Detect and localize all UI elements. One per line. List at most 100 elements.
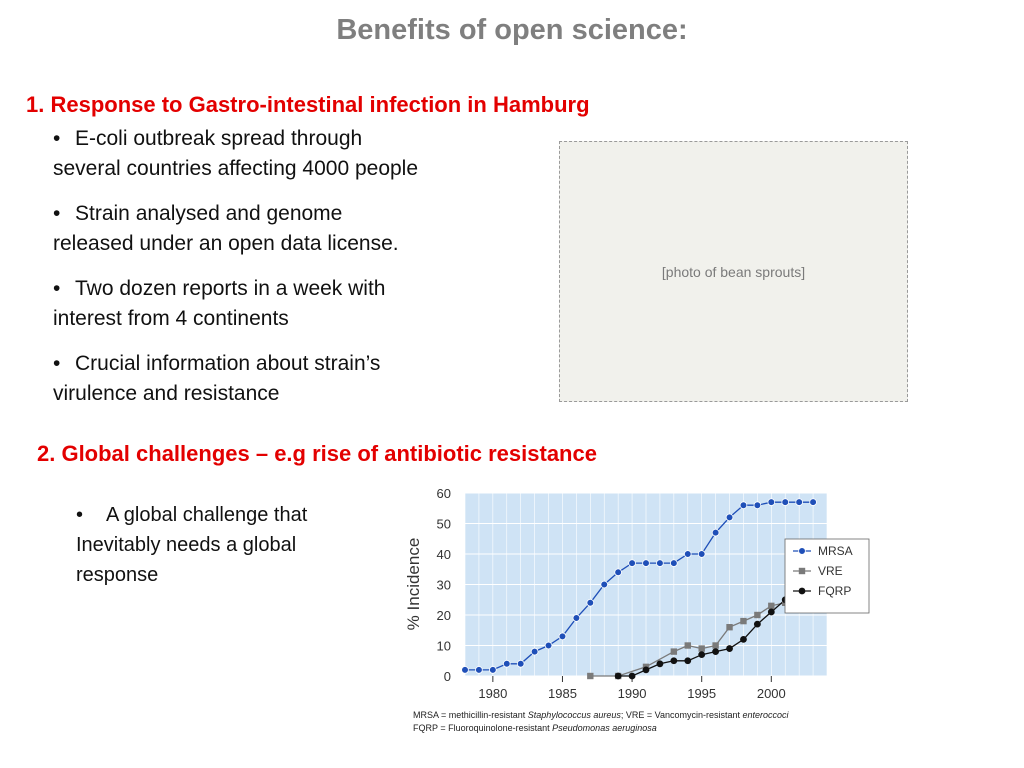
- mrsa-legend-marker: [798, 547, 806, 555]
- caption-line: MRSA = methicillin-resistant Staphylococ…: [413, 710, 790, 720]
- mrsa-data-point: [809, 498, 817, 506]
- mrsa-data-point: [697, 550, 706, 558]
- fqrp-data-point: [642, 666, 650, 674]
- x-tick-label: 1985: [548, 686, 577, 701]
- fqrp-data-point: [753, 620, 761, 628]
- fqrp-data-point: [670, 657, 678, 665]
- bullet-genome: • Strain analysed and genome released und…: [53, 199, 513, 259]
- mrsa-data-point: [461, 666, 469, 674]
- x-tick-label: 1995: [687, 686, 716, 701]
- y-tick-label: 40: [437, 547, 451, 562]
- bullet-reports-line1: Two dozen reports in a week with: [75, 277, 386, 300]
- mrsa-legend-label: MRSA: [818, 544, 853, 558]
- bullet-glyph: •: [53, 127, 61, 150]
- bullet-glyph: •: [53, 202, 61, 225]
- bullet-virulence: • Crucial information about strain’s viru…: [53, 349, 513, 409]
- mrsa-data-point: [475, 666, 483, 674]
- mrsa-data-point: [767, 498, 776, 506]
- antibiotic-resistance-chart: 0 10 20 30 40 50 60 1980 1985 1990 1995 2000 % Inc…: [404, 488, 870, 733]
- bean-sprouts-photo: [photo of bean sprouts]: [559, 141, 908, 402]
- mrsa-data-point: [753, 501, 762, 510]
- mrsa-data-point: [739, 501, 748, 510]
- mrsa-data-point: [572, 614, 581, 622]
- mrsa-data-point: [502, 660, 511, 668]
- x-tick-labels: 1980 1985 1990 1995 2000: [478, 676, 786, 701]
- caption-segment: Staphylococcus aureus: [528, 710, 622, 720]
- fqrp-data-point: [740, 636, 747, 643]
- mrsa-data-point: [795, 498, 803, 506]
- mrsa-data-point: [725, 513, 734, 522]
- x-tick-label: 1980: [478, 686, 507, 701]
- mrsa-data-point: [489, 666, 497, 674]
- bullet-virulence-line1: Crucial information about strain’s: [75, 352, 381, 375]
- caption-segment: FQRP = Fluoroquinolone-resistant: [413, 723, 552, 733]
- bullet-genome-line2: released under an open data license.: [53, 232, 399, 255]
- bullet-reports: • Two dozen reports in a week with intere…: [53, 274, 513, 334]
- mrsa-data-point: [711, 528, 720, 537]
- bullet-virulence-line2: virulence and resistance: [53, 382, 280, 405]
- bullet-outbreak-line1: E-coli outbreak spread through: [75, 127, 363, 150]
- mrsa-data-point: [516, 660, 525, 668]
- vre-data-point: [587, 672, 594, 680]
- section2-bullet-line3: response: [76, 564, 159, 586]
- fqrp-data-point: [614, 672, 622, 680]
- mrsa-data-point: [558, 632, 567, 641]
- bullet-outbreak: • E-coli outbreak spread through several …: [53, 124, 513, 184]
- fqrp-data-point: [698, 651, 706, 659]
- section2-bullet-line2: Inevitably needs a global: [76, 534, 297, 556]
- bullet-glyph: •: [53, 277, 61, 300]
- vre-data-point: [768, 602, 775, 610]
- mrsa-data-point: [600, 580, 609, 589]
- bullet-outbreak-line2: several countries affecting 4000 people: [53, 157, 419, 180]
- caption-segment: ; VRE = Vancomycin-resistant: [621, 710, 743, 720]
- fqrp-data-point: [684, 657, 692, 665]
- y-tick-label: 30: [437, 578, 451, 593]
- mrsa-data-point: [642, 559, 650, 567]
- slide-title: Benefits of open science:: [336, 14, 688, 46]
- chart-caption: MRSA = methicillin-resistant Staphylococ…: [413, 710, 790, 733]
- vre-data-point: [726, 624, 733, 631]
- fqrp-data-point: [656, 660, 664, 668]
- caption-line: FQRP = Fluoroquinolone-resistant Pseudom…: [413, 723, 657, 733]
- mrsa-data-point: [781, 498, 790, 506]
- vre-data-point: [670, 648, 678, 655]
- section2-bullet: • A global challenge that Inevitably need…: [76, 500, 376, 590]
- y-tick-labels: 0 10 20 30 40 50 60: [437, 488, 451, 684]
- y-tick-label: 60: [437, 488, 451, 501]
- bullet-reports-line2: interest from 4 continents: [53, 307, 289, 330]
- section1-heading: 1. Response to Gastro-intestinal infecti…: [26, 92, 590, 117]
- fqrp-data-point: [712, 648, 720, 655]
- y-tick-label: 20: [437, 608, 451, 623]
- caption-segment: enteroccoci: [743, 710, 790, 720]
- section2-bullet-line1: A global challenge that: [106, 504, 308, 526]
- x-tick-label: 1990: [618, 686, 647, 701]
- y-tick-label: 10: [437, 639, 451, 654]
- vre-data-point: [754, 611, 761, 619]
- vre-data-point: [698, 645, 705, 652]
- fqrp-legend-marker: [798, 587, 806, 595]
- mrsa-data-point: [683, 550, 692, 558]
- section2-heading: 2. Global challenges – e.g rise of antib…: [37, 441, 597, 466]
- vre-legend-marker: [798, 567, 806, 575]
- mrsa-data-point: [614, 568, 622, 577]
- mrsa-data-point: [656, 559, 664, 567]
- vre-data-point: [740, 617, 747, 625]
- fqrp-data-point: [726, 645, 733, 652]
- y-axis-label: % Incidence: [404, 538, 423, 631]
- caption-segment: MRSA = methicillin-resistant: [413, 710, 528, 720]
- mrsa-data-point: [586, 599, 595, 607]
- fqrp-data-point: [767, 608, 775, 616]
- fqrp-legend-label: FQRP: [818, 584, 851, 598]
- x-tick-label: 2000: [757, 686, 786, 701]
- fqrp-data-point: [628, 672, 636, 680]
- y-tick-label: 50: [437, 517, 451, 532]
- section1-bullet-list: • E-coli outbreak spread through several …: [53, 124, 513, 424]
- mrsa-data-point: [628, 559, 636, 567]
- chart-legend: MRSA VRE FQRP: [784, 538, 870, 614]
- caption-segment: Pseudomonas aeruginosa: [552, 723, 657, 733]
- mrsa-data-point: [670, 559, 678, 567]
- bullet-glyph: •: [76, 504, 84, 526]
- bullet-genome-line1: Strain analysed and genome: [75, 202, 343, 225]
- mrsa-data-point: [544, 641, 553, 650]
- mrsa-data-point: [530, 647, 539, 656]
